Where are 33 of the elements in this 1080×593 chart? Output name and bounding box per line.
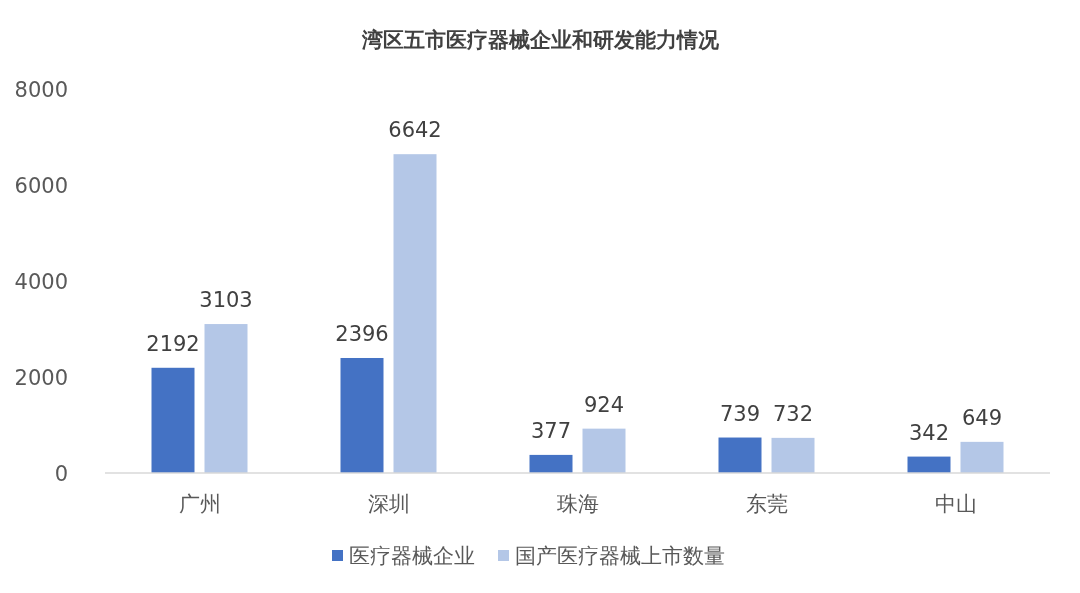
bar [204,324,248,473]
data-label: 342 [908,420,950,445]
x-tick-label: 中山 [934,492,977,516]
legend-label: 国产医疗器械上市数量 [515,544,725,568]
bar [151,367,195,473]
chart-title: 湾区五市医疗器械企业和研发能力情况 [360,28,720,52]
data-label: 732 [772,401,814,426]
data-label: 739 [719,401,761,426]
data-label: 6642 [388,118,442,143]
bar [340,357,384,473]
x-tick-label: 东莞 [745,492,788,516]
bar [529,454,573,473]
bar [718,437,762,473]
x-tick-label: 深圳 [367,492,410,516]
bar [582,428,626,473]
y-tick-label: 4000 [14,270,68,294]
y-tick-label: 6000 [14,174,68,198]
bar [960,441,1004,473]
data-label: 924 [583,392,625,417]
y-tick-label: 0 [54,462,68,486]
data-label: 649 [961,405,1003,430]
x-tick-label: 珠海 [556,492,599,516]
legend-label: 医疗器械企业 [349,544,475,568]
data-label: 377 [530,418,572,443]
y-tick-label: 8000 [14,78,68,102]
bar [393,154,437,473]
data-label: 3103 [199,288,253,313]
data-label: 2396 [335,321,389,346]
data-label: 2192 [146,331,200,356]
bar [771,437,815,473]
x-tick-label: 广州 [178,492,221,516]
bar [907,456,951,473]
y-tick-label: 2000 [14,366,68,390]
